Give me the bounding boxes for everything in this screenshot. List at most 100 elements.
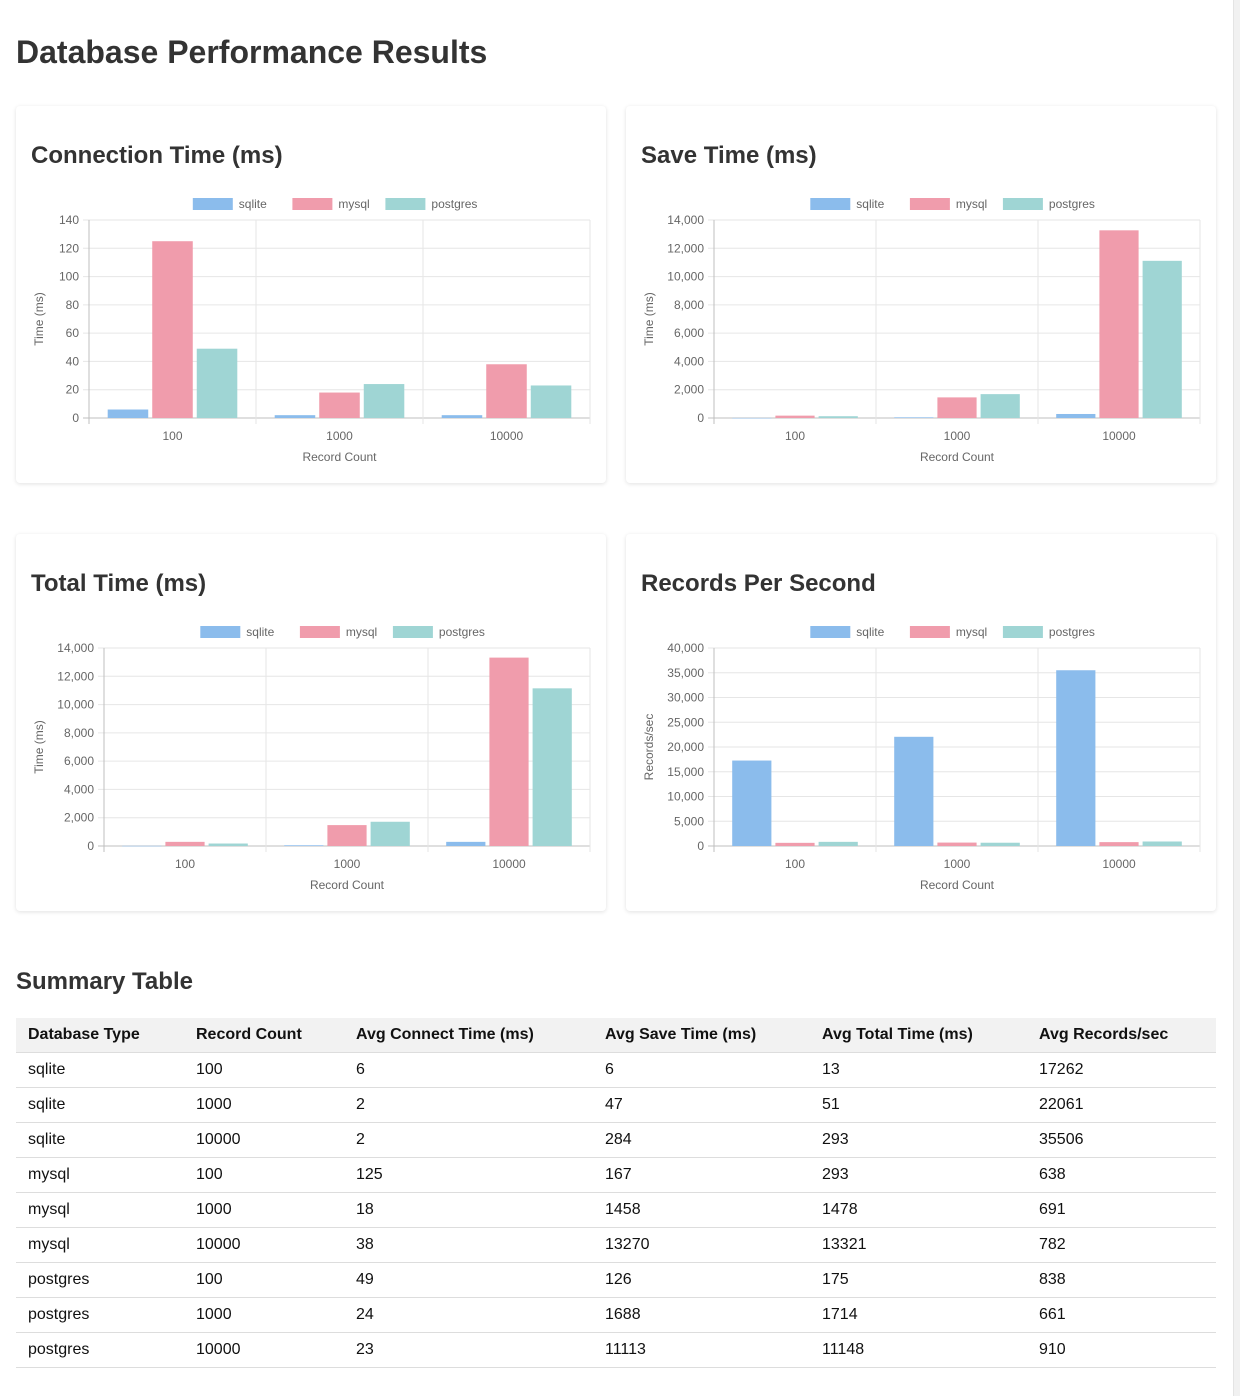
bar-sqlite-100	[732, 760, 772, 846]
cell-avg-total-time: 13321	[810, 1227, 1027, 1263]
y-tick-label: 0	[72, 411, 79, 425]
y-tick-label: 10,000	[57, 698, 94, 712]
y-tick-label: 12,000	[57, 669, 94, 683]
y-tick-label: 15,000	[667, 765, 704, 779]
x-tick-label: 1000	[334, 857, 361, 871]
bar-sqlite-10000	[441, 415, 483, 418]
legend-label-mysql: mysql	[338, 197, 369, 211]
col-header-avg-records-sec: Avg Records/sec	[1027, 1018, 1216, 1053]
legend-label-sqlite: sqlite	[856, 197, 884, 211]
x-axis-label: Record Count	[920, 878, 995, 892]
y-tick-label: 6,000	[64, 754, 94, 768]
y-axis-label: Time (ms)	[642, 292, 656, 346]
cell-avg-total-time: 51	[810, 1087, 1027, 1123]
cell-avg-save-time: 126	[593, 1262, 810, 1298]
bar-sqlite-1000	[894, 417, 934, 418]
cell-database-type: sqlite	[16, 1087, 184, 1123]
cell-avg-total-time: 13	[810, 1052, 1027, 1088]
grid	[708, 647, 1201, 852]
legend: sqlite mysql postgres	[810, 625, 1095, 639]
chart-card-records-per-second: Records Per Second 0 5,000 10,000 15,000 20,…	[626, 534, 1216, 911]
y-tick-label: 10,000	[667, 270, 704, 284]
cell-avg-records-sec: 638	[1027, 1157, 1216, 1193]
x-tick-label: 10000	[1102, 857, 1136, 871]
x-tick-label: 100	[175, 857, 195, 871]
cell-avg-records-sec: 22061	[1027, 1087, 1216, 1123]
x-tick-label: 10000	[492, 857, 526, 871]
legend-label-sqlite: sqlite	[856, 625, 884, 639]
legend-swatch-postgres	[1002, 626, 1043, 638]
bar-postgres-100	[818, 841, 858, 846]
legend-swatch-mysql	[909, 626, 950, 638]
scrollbar-track[interactable]	[1233, 0, 1240, 1396]
bar-mysql-100	[165, 841, 205, 846]
y-axis-label: Time (ms)	[32, 292, 46, 346]
y-tick-label: 2,000	[674, 383, 704, 397]
x-axis-label: Record Count	[302, 450, 377, 464]
col-header-avg-connect-time: Avg Connect Time (ms)	[344, 1018, 593, 1053]
chart-title: Records Per Second	[641, 570, 876, 597]
cell-database-type: mysql	[16, 1227, 184, 1263]
bar-postgres-10000	[1142, 260, 1182, 418]
cell-database-type: postgres	[16, 1262, 184, 1298]
cell-avg-total-time: 11148	[810, 1332, 1027, 1368]
table-row: postgres 1000 24 1688 1714 661	[16, 1297, 1216, 1333]
legend-label-sqlite: sqlite	[239, 197, 267, 211]
legend-label-postgres: postgres	[431, 197, 477, 211]
bar-sqlite-100	[122, 845, 162, 847]
y-tick-label: 2,000	[64, 811, 94, 825]
bar-postgres-100	[196, 348, 238, 418]
bar-mysql-100	[775, 842, 815, 846]
table-row: mysql 1000 18 1458 1478 691	[16, 1192, 1216, 1228]
chart-total-time: 0 2,000 4,000 6,000 8,000 10,000 12,000 14,000 1…	[32, 625, 591, 892]
cell-avg-save-time: 1688	[593, 1297, 810, 1333]
y-tick-label: 40,000	[667, 641, 704, 655]
cell-database-type: postgres	[16, 1297, 184, 1333]
cell-avg-save-time: 6	[593, 1052, 810, 1088]
bar-mysql-10000	[486, 364, 527, 418]
cell-avg-connect-time: 49	[344, 1262, 593, 1298]
cell-avg-save-time: 1458	[593, 1192, 810, 1228]
y-axis-label: Time (ms)	[32, 720, 46, 774]
x-tick-label: 10000	[490, 429, 524, 443]
bar-postgres-100	[818, 416, 858, 418]
cell-database-type: postgres	[16, 1332, 184, 1368]
bar-postgres-10000	[532, 688, 572, 846]
bar-sqlite-100	[732, 417, 772, 419]
chart-save-time: 0 2,000 4,000 6,000 8,000 10,000 12,000 14,000 1…	[642, 197, 1201, 464]
bar-sqlite-1000	[894, 736, 934, 846]
bar-sqlite-1000	[274, 415, 316, 418]
x-tick-label: 100	[785, 429, 805, 443]
chart-title: Save Time (ms)	[641, 142, 817, 169]
cell-record-count: 10000	[184, 1332, 344, 1368]
cell-avg-records-sec: 838	[1027, 1262, 1216, 1298]
legend-swatch-sqlite	[810, 626, 851, 638]
bar-sqlite-10000	[1056, 670, 1096, 846]
bar-sqlite-1000	[284, 845, 324, 846]
bar-mysql-100	[775, 415, 815, 418]
bar-postgres-10000	[1142, 841, 1182, 846]
legend: sqlite mysql postgres	[192, 197, 477, 211]
cell-record-count: 1000	[184, 1192, 344, 1228]
cell-avg-connect-time: 2	[344, 1122, 593, 1158]
legend-label-mysql: mysql	[956, 197, 987, 211]
bar-mysql-1000	[937, 842, 977, 846]
x-axis-label: Record Count	[310, 878, 385, 892]
cell-avg-records-sec: 910	[1027, 1332, 1216, 1368]
cell-avg-total-time: 1478	[810, 1192, 1027, 1228]
summary-table: Database Type Record Count Avg Connect T…	[16, 1018, 1216, 1368]
cell-database-type: sqlite	[16, 1122, 184, 1158]
legend-swatch-mysql	[292, 198, 333, 210]
x-tick-label: 100	[785, 857, 805, 871]
cell-avg-connect-time: 125	[344, 1157, 593, 1193]
cell-avg-connect-time: 2	[344, 1087, 593, 1123]
cell-avg-save-time: 13270	[593, 1227, 810, 1263]
y-tick-label: 4,000	[64, 782, 94, 796]
y-tick-label: 14,000	[667, 213, 704, 227]
y-tick-label: 35,000	[667, 666, 704, 680]
y-tick-label: 6,000	[674, 326, 704, 340]
table-row: postgres 10000 23 11113 11148 910	[16, 1332, 1216, 1368]
table-row: mysql 10000 38 13270 13321 782	[16, 1227, 1216, 1263]
y-tick-label: 12,000	[667, 241, 704, 255]
bar-mysql-10000	[489, 657, 529, 846]
